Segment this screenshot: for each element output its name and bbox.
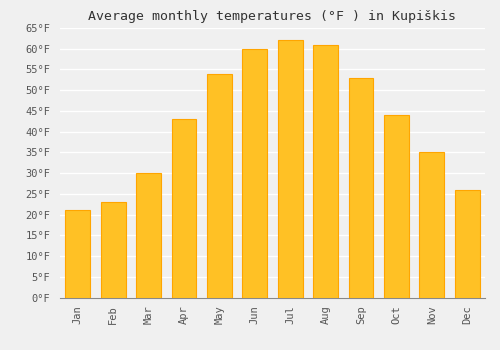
Title: Average monthly temperatures (°F ) in Kupiškis: Average monthly temperatures (°F ) in Ku…	[88, 10, 456, 23]
Bar	[313, 44, 338, 298]
Bar	[278, 41, 302, 298]
Bar	[100, 202, 126, 298]
Bar	[66, 210, 90, 298]
Bar	[242, 49, 267, 298]
Bar	[420, 152, 444, 298]
Bar	[348, 78, 374, 298]
Bar	[172, 119, 196, 298]
Bar	[136, 173, 161, 298]
Bar	[384, 115, 409, 298]
Bar	[455, 190, 479, 298]
Bar	[207, 74, 232, 298]
